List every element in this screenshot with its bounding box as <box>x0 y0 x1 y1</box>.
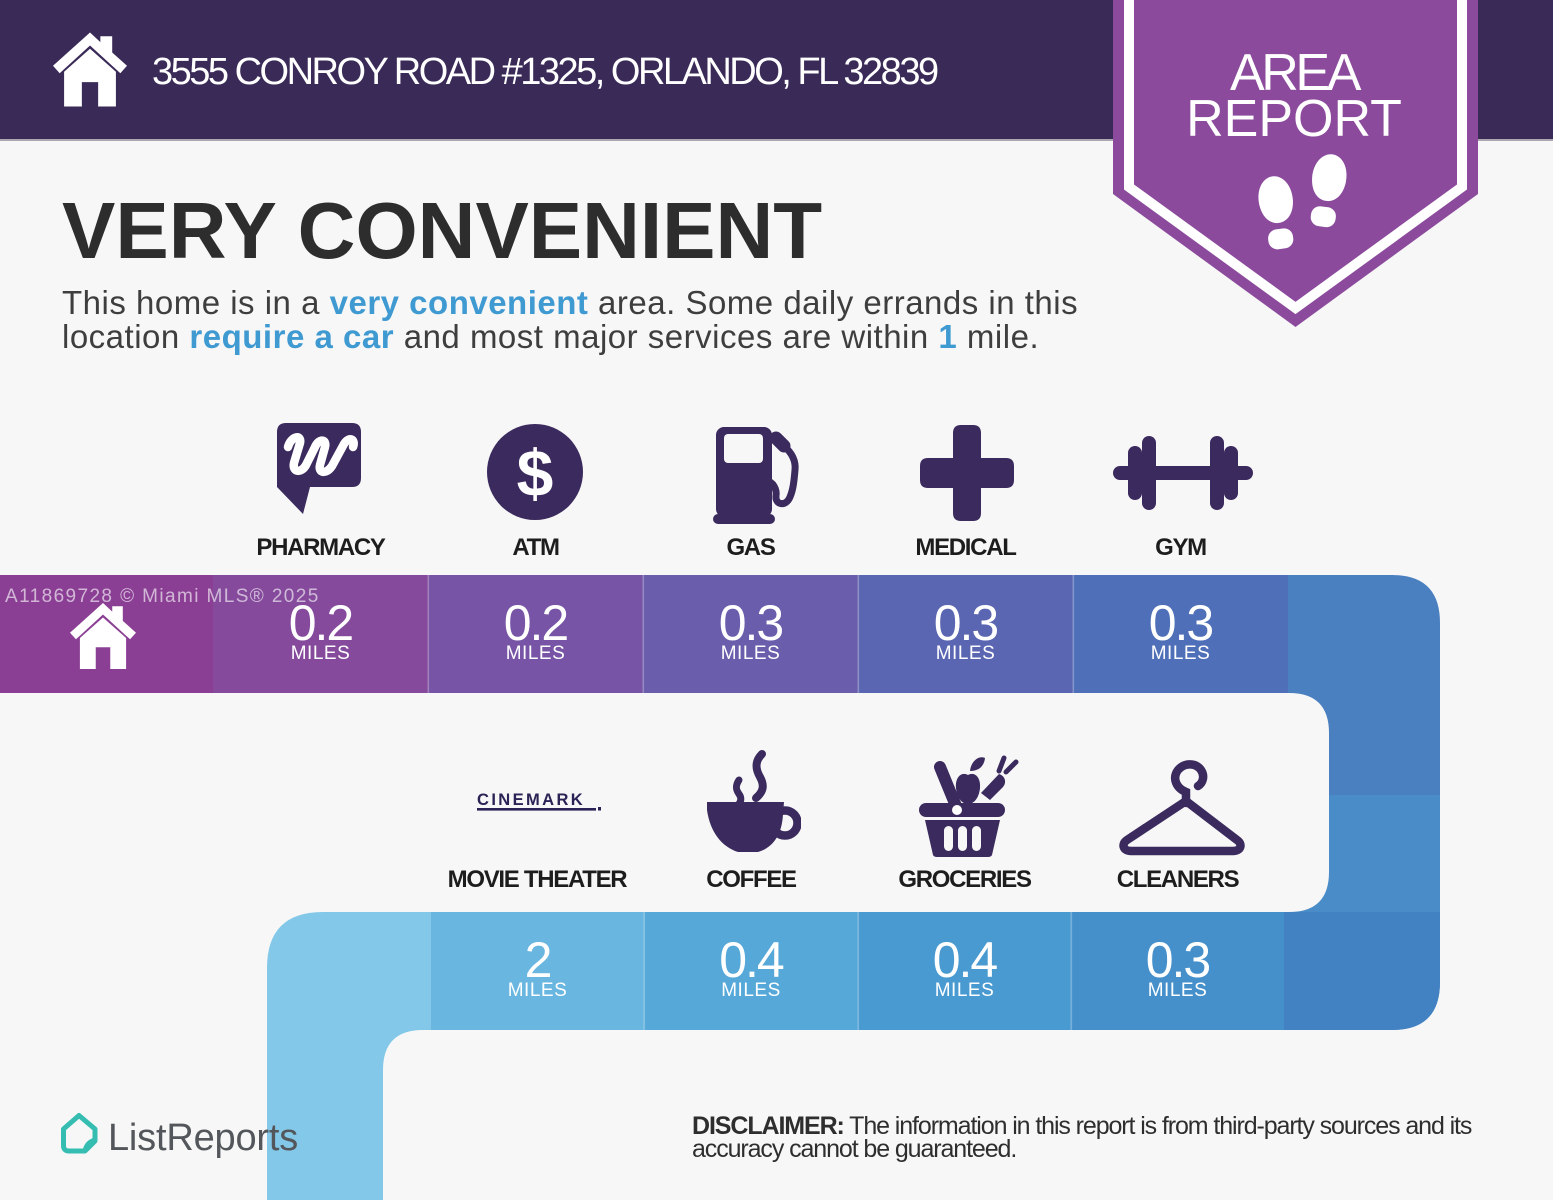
svg-text:CINEMARK: CINEMARK <box>477 792 585 809</box>
svg-text:$: $ <box>517 436 554 510</box>
svg-text:REPORT: REPORT <box>1186 90 1402 148</box>
svg-text:AREA: AREA <box>1230 44 1362 102</box>
